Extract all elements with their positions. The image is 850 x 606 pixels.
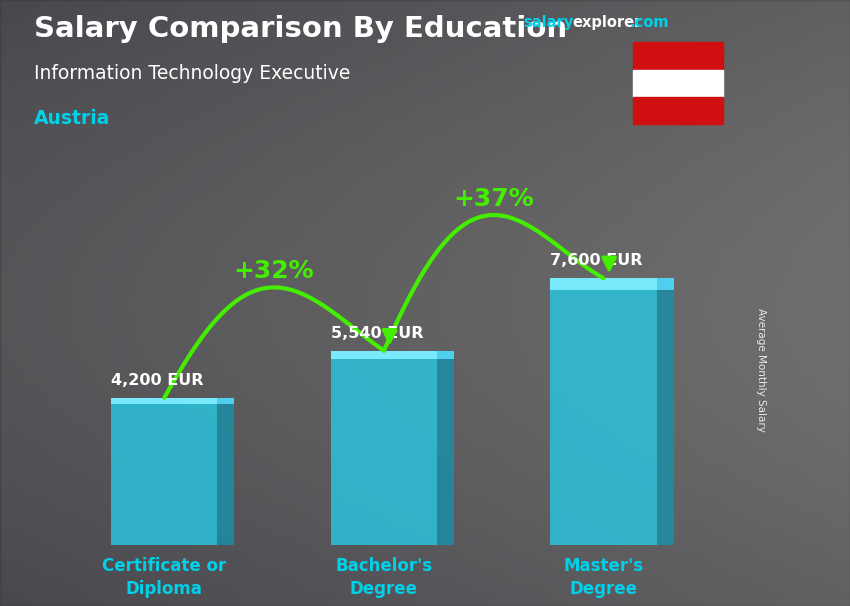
Bar: [111, 398, 218, 545]
Text: 7,600 EUR: 7,600 EUR: [550, 253, 643, 268]
Bar: [218, 398, 235, 404]
Bar: [656, 278, 673, 290]
Bar: [111, 398, 218, 404]
Bar: [331, 351, 437, 359]
Text: +32%: +32%: [234, 259, 314, 283]
Bar: [633, 97, 722, 124]
Text: Salary Comparison By Education: Salary Comparison By Education: [34, 15, 567, 43]
Bar: [656, 278, 673, 545]
Bar: [331, 351, 437, 545]
Text: .com: .com: [630, 15, 669, 30]
Text: Average Monthly Salary: Average Monthly Salary: [756, 308, 766, 431]
Text: salary: salary: [523, 15, 573, 30]
Text: 4,200 EUR: 4,200 EUR: [111, 373, 203, 388]
Bar: [633, 70, 722, 97]
Bar: [551, 278, 656, 545]
Text: 5,540 EUR: 5,540 EUR: [331, 326, 423, 341]
Text: Information Technology Executive: Information Technology Executive: [34, 64, 350, 82]
Text: +37%: +37%: [453, 187, 534, 211]
Text: Austria: Austria: [34, 109, 110, 128]
Bar: [437, 351, 454, 359]
Bar: [633, 42, 722, 70]
Bar: [551, 278, 656, 290]
Bar: [218, 398, 235, 545]
Bar: [437, 351, 454, 545]
Text: explorer: explorer: [572, 15, 642, 30]
